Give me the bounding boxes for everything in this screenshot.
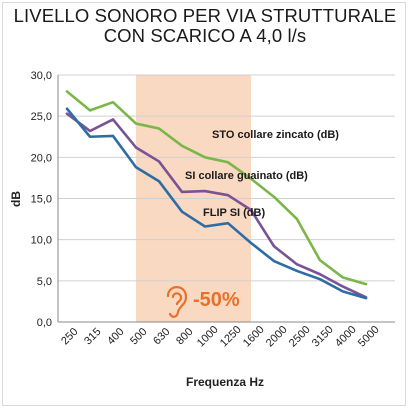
chart-title-line-2: CON SCARICO A 4,0 l/s	[103, 25, 307, 46]
data-point	[296, 263, 298, 266]
data-point	[250, 177, 252, 180]
series-label-1: STO collare zincato (dB)	[212, 129, 339, 141]
data-point	[319, 259, 321, 262]
data-point	[227, 222, 229, 225]
data-point	[181, 210, 183, 213]
chart-title: LIVELLO SONORO PER VIA STRUTTURALE CON S…	[0, 6, 410, 46]
x-tick-label: 315	[82, 326, 103, 347]
data-point	[89, 135, 91, 138]
x-tick-label: 4000	[333, 324, 359, 350]
data-point	[227, 161, 229, 164]
data-point	[112, 101, 114, 104]
data-point	[227, 194, 229, 197]
x-tick-label: 400	[105, 326, 126, 347]
y-tick-label: 0,0	[37, 317, 52, 329]
x-tick-label: 800	[174, 326, 195, 347]
y-axis-label: dB	[9, 191, 23, 207]
series-line-2	[65, 112, 368, 299]
y-tick-label: 30,0	[31, 70, 52, 82]
data-point	[181, 144, 183, 147]
y-tick-label: 25,0	[31, 111, 52, 123]
data-point	[365, 297, 367, 300]
y-tick-label: 5,0	[37, 276, 52, 288]
y-tick-label: 15,0	[31, 194, 52, 206]
data-point	[342, 290, 344, 293]
x-tick-label: 500	[128, 326, 149, 347]
x-tick-label: 250	[59, 326, 80, 347]
data-point	[204, 156, 206, 159]
x-tick-label: 5000	[356, 324, 382, 350]
data-point	[112, 135, 114, 137]
data-point	[89, 109, 91, 112]
data-point	[273, 195, 275, 198]
ear-icon	[166, 286, 188, 318]
x-tick-label: 630	[151, 326, 172, 347]
data-point	[204, 190, 206, 192]
data-point	[158, 160, 160, 163]
data-point	[273, 260, 275, 262]
chart-title-line-1: LIVELLO SONORO PER VIA STRUTTURALE	[13, 5, 397, 26]
data-point	[204, 225, 206, 228]
series-line-3	[65, 107, 368, 300]
x-tick-label: 1600	[241, 324, 267, 350]
data-point	[158, 127, 160, 130]
data-point	[66, 90, 68, 93]
data-point	[66, 112, 68, 115]
x-tick-label: 1000	[195, 324, 221, 350]
series-label-3: FLIP SI (dB)	[203, 207, 265, 219]
data-point	[296, 270, 298, 272]
data-point	[319, 273, 321, 276]
data-point	[66, 107, 68, 110]
reduction-label: -50%	[193, 289, 240, 311]
data-point	[89, 130, 91, 132]
x-tick-label: 3150	[310, 324, 336, 350]
x-axis-label: Frequenza Hz	[186, 375, 264, 389]
data-point	[112, 118, 114, 121]
data-point	[158, 180, 160, 183]
x-tick-label: 2000	[264, 324, 290, 350]
data-point	[135, 122, 137, 125]
x-tick-label: 1250	[218, 324, 244, 350]
data-point	[181, 191, 183, 193]
y-tick-label: 10,0	[31, 235, 52, 247]
data-point	[319, 278, 321, 281]
data-point	[296, 218, 298, 220]
data-point	[273, 245, 275, 248]
data-point	[250, 209, 252, 211]
data-point	[250, 242, 252, 244]
data-point	[135, 166, 137, 169]
y-tick-label: 20,0	[31, 152, 52, 164]
series-line-1	[65, 90, 368, 286]
series-label-2: SI collare guainato (dB)	[185, 170, 308, 182]
data-point	[365, 283, 367, 286]
data-point	[342, 276, 344, 279]
x-tick-label: 2500	[287, 324, 313, 350]
data-point	[135, 146, 137, 149]
data-point	[342, 285, 344, 288]
